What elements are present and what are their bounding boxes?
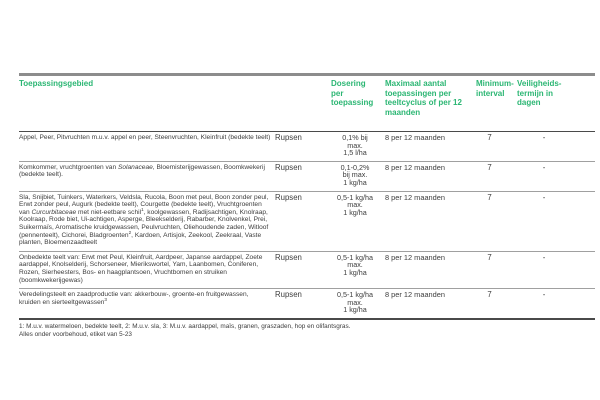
table-row: Onbedekte teelt van: Erwt met Peul, Klei… [19,251,595,289]
cell-veiligheidstermijn: - [542,252,546,262]
footnote-exceptions: 1: M.u.v. watermeloen, bedekte teelt, 2:… [19,322,351,330]
col-header-minimum-interval: Minimum- interval [476,79,514,98]
cell-maximaal-aantal: 8 per 12 maanden [385,252,445,262]
cell-veiligheidstermijn: - [542,133,546,142]
col-header-toepassingsgebied: Toepassingsgebied [19,79,94,88]
col-header-dosering: Dosering per toepassing [331,79,374,107]
cell-minimum-interval: 7 [487,290,492,300]
application-table: Toepassingsgebied Dosering per toepassin… [19,73,595,320]
table-row: Komkommer, vruchtgroenten van Solanaceae… [19,161,595,192]
cell-dosering: 0,1% bij max. 1,5 l/ha [342,133,368,158]
cell-veiligheidstermijn: - [542,162,546,172]
cell-minimum-interval: 7 [487,133,492,142]
cell-plaag: Rupsen [275,133,302,142]
cell-plaag: Rupsen [275,192,302,202]
cell-dosering: 0,5-1 kg/ha max. 1 kg/ha [337,252,373,277]
table-row: Appel, Peer, Pitvruchten m.u.v. appel en… [19,132,595,162]
col-header-maximaal-aantal: Maximaal aantal toepassingen per teeltcy… [385,79,462,117]
cell-toepassingsgebied: Sla, Snijbiet, Tuinkers, Waterkers, Veld… [19,193,269,247]
cell-veiligheidstermijn: - [542,290,546,300]
cell-plaag: Rupsen [275,252,302,262]
cell-maximaal-aantal: 8 per 12 maanden [385,192,445,202]
col-header-veiligheidstermijn: Veiligheids- termijn in dagen [517,79,562,107]
cell-dosering: 0,5-1 kg/ha max. 1 kg/ha [337,192,373,217]
cell-minimum-interval: 7 [487,192,492,202]
cell-minimum-interval: 7 [487,252,492,262]
cell-maximaal-aantal: 8 per 12 maanden [385,290,445,300]
cell-veiligheidstermijn: - [542,192,546,202]
cell-toepassingsgebied: Veredelingsteelt en zaadproductie van: a… [19,291,249,306]
cell-toepassingsgebied: Komkommer, vruchtgroenten van Solanaceae… [19,163,265,179]
cell-plaag: Rupsen [275,290,302,300]
cell-maximaal-aantal: 8 per 12 maanden [385,162,445,172]
cell-plaag: Rupsen [275,162,302,172]
table-row: Sla, Snijbiet, Tuinkers, Waterkers, Veld… [19,191,595,252]
cell-minimum-interval: 7 [487,162,492,172]
table-body: Appel, Peer, Pitvruchten m.u.v. appel en… [19,132,595,319]
table-row: Veredelingsteelt en zaadproductie van: a… [19,289,595,319]
cell-toepassingsgebied: Appel, Peer, Pitvruchten m.u.v. appel en… [19,134,271,141]
table-header-row: Toepassingsgebied Dosering per toepassin… [19,74,595,132]
footnote-disclaimer: Alles onder voorbehoud, etiket van 5-23 [19,331,132,339]
cell-maximaal-aantal: 8 per 12 maanden [385,133,445,142]
cell-dosering: 0,5-1 kg/ha max. 1 kg/ha [337,290,373,315]
footnotes: 1: M.u.v. watermeloen, bedekte teelt, 2:… [19,323,595,340]
cell-toepassingsgebied: Onbedekte teelt van: Erwt met Peul, Klei… [19,253,263,284]
col-header-plaag [275,75,331,132]
cell-dosering: 0,1-0,2% bij max. 1 kg/ha [340,162,370,187]
